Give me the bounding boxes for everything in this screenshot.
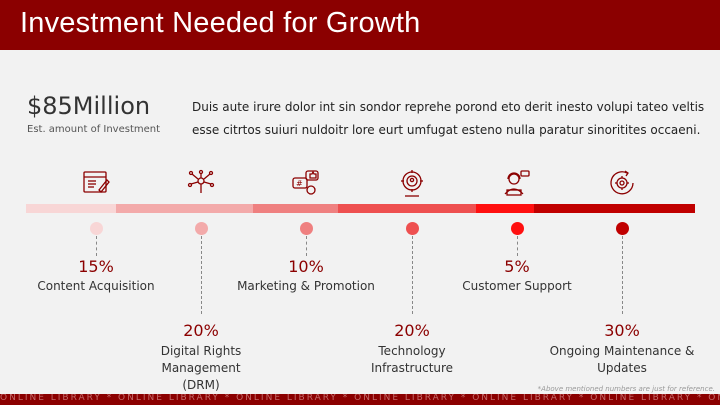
connector-line <box>96 236 97 256</box>
connector-line <box>201 236 202 314</box>
investment-amount-caption: Est. amount of Investment <box>27 124 161 135</box>
bar-segment-technology <box>338 204 476 213</box>
connector-line <box>306 236 307 256</box>
social-media-icon: # <box>291 168 321 198</box>
bar-segment-content-acquisition <box>26 204 116 213</box>
description-text: Duis aute irure dolor int sin sondor rep… <box>192 100 705 137</box>
footer-text: ONLINE LIBRARY * ONLINE LIBRARY * ONLINE… <box>0 394 720 403</box>
reference-note: *Above mentioned numbers are just for re… <box>537 385 715 393</box>
title-bar: Investment Needed for Growth <box>0 0 720 50</box>
pct-content-acquisition: 15% <box>78 257 114 276</box>
marker-dot-content-acquisition <box>90 222 103 235</box>
pct-maintenance: 30% <box>604 321 640 340</box>
pct-drm: 20% <box>183 321 219 340</box>
content-icon <box>81 168 111 198</box>
page-title: Investment Needed for Growth <box>20 7 421 39</box>
svg-text:#: # <box>296 179 303 188</box>
gear-person-icon <box>397 168 427 198</box>
investment-amount: $85Million <box>27 92 151 120</box>
label-content-acquisition: Content Acquisition <box>37 279 155 293</box>
connector-line <box>517 236 518 256</box>
label-maintenance: Ongoing Maintenance & Updates <box>549 344 695 375</box>
bar-segment-maintenance <box>534 204 695 213</box>
connector-line <box>412 236 413 314</box>
marker-dot-marketing <box>300 222 313 235</box>
bar-segment-support <box>476 204 534 213</box>
pct-support: 5% <box>504 257 530 276</box>
bar-segment-drm <box>116 204 253 213</box>
network-icon <box>186 168 216 198</box>
label-drm: Digital Rights Management (DRM) <box>160 344 242 392</box>
marker-dot-maintenance <box>616 222 629 235</box>
support-agent-icon <box>501 168 531 198</box>
label-support: Customer Support <box>462 279 572 293</box>
footer-band: ONLINE LIBRARY * ONLINE LIBRARY * ONLINE… <box>0 394 720 405</box>
bar-segment-marketing <box>253 204 338 213</box>
pct-technology: 20% <box>394 321 430 340</box>
pct-marketing: 10% <box>288 257 324 276</box>
marker-dot-support <box>511 222 524 235</box>
refresh-gear-icon <box>607 168 637 198</box>
marker-dot-drm <box>195 222 208 235</box>
label-marketing: Marketing & Promotion <box>237 279 375 293</box>
label-technology: Technology Infrastructure <box>370 344 454 375</box>
connector-line <box>622 236 623 314</box>
marker-dot-technology <box>406 222 419 235</box>
